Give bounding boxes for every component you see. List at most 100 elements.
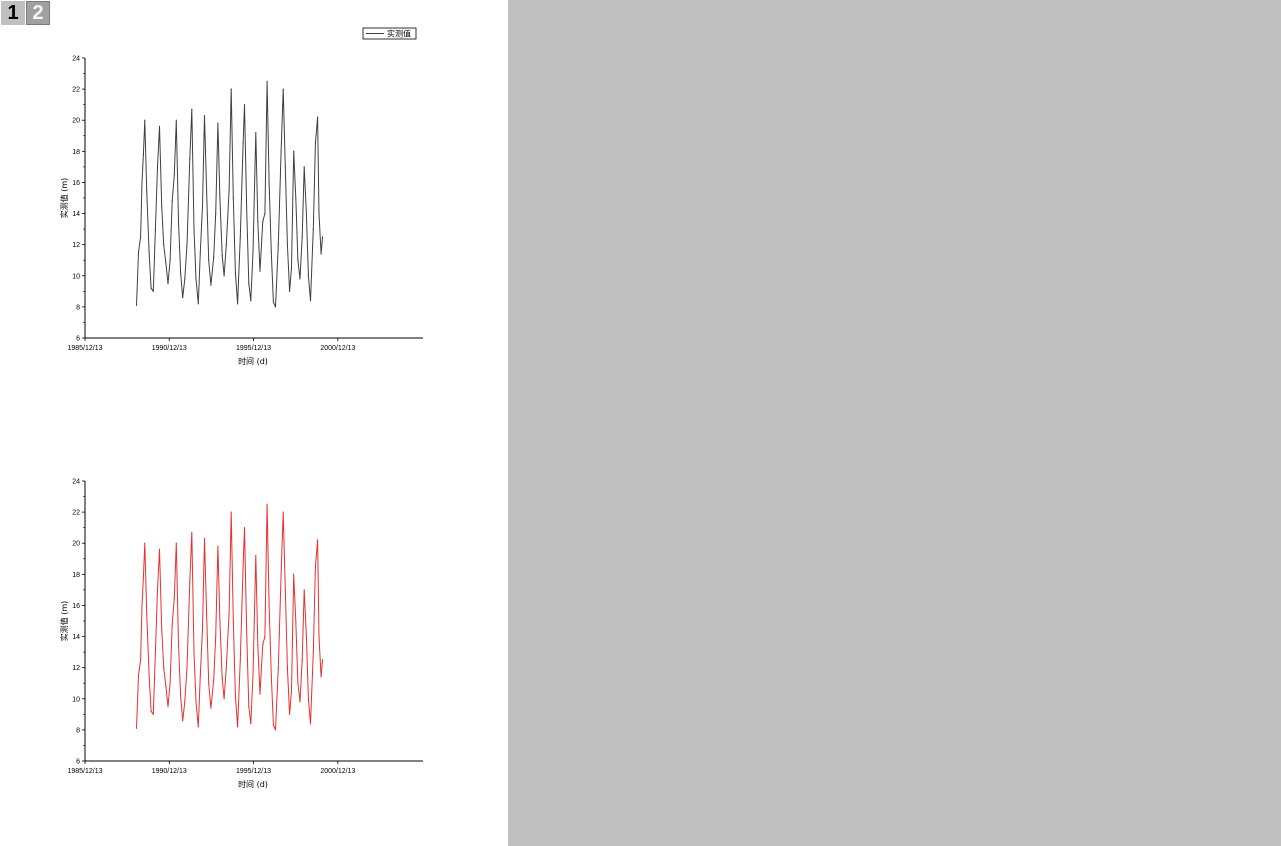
data-point — [213, 679, 215, 681]
data-point — [305, 636, 307, 638]
data-point — [150, 287, 152, 289]
data-point — [135, 304, 138, 306]
data-point — [208, 682, 210, 684]
data-point — [189, 581, 191, 583]
series-line — [136, 503, 323, 731]
data-point — [286, 244, 288, 246]
data-point — [171, 200, 173, 202]
data-point — [232, 620, 234, 622]
data-point — [309, 723, 312, 725]
data-point — [154, 228, 156, 230]
data-point — [182, 297, 184, 299]
y-tick-label: 10 — [72, 273, 80, 280]
data-point — [173, 174, 175, 176]
data-point — [189, 158, 191, 160]
data-point — [259, 270, 261, 272]
data-point — [301, 236, 303, 238]
data-point — [177, 643, 180, 645]
data-point — [318, 636, 320, 638]
data-point — [242, 566, 244, 568]
data-point — [293, 573, 295, 575]
data-point — [186, 244, 188, 246]
data-point — [232, 197, 234, 199]
x-tick-label: 1995/12/13 — [236, 345, 271, 352]
data-point — [169, 259, 171, 261]
data-point — [317, 116, 319, 118]
data-point — [197, 303, 199, 305]
data-point — [299, 701, 301, 703]
data-point — [280, 573, 282, 575]
data-point — [215, 213, 217, 215]
data-point — [146, 612, 148, 614]
data-point — [277, 244, 279, 246]
y-tick-label: 20 — [72, 118, 80, 125]
data-point — [312, 228, 314, 230]
data-point — [165, 685, 167, 687]
data-point — [270, 251, 272, 253]
data-point — [169, 682, 171, 684]
data-point — [191, 531, 193, 533]
data-point — [239, 236, 241, 238]
data-point — [144, 119, 146, 121]
data-point — [307, 698, 309, 700]
data-point — [195, 701, 197, 703]
y-tick-label: 24 — [72, 56, 80, 63]
data-point — [303, 589, 305, 591]
data-point — [248, 706, 250, 708]
data-point — [148, 674, 150, 676]
y-tick-label: 14 — [72, 211, 80, 218]
chart-top: 6 8 10 12 14 16 18 20 22 24 1985/12/13 1990/12/13 19… — [59, 27, 423, 366]
data-point — [266, 503, 268, 505]
data-point — [203, 115, 206, 117]
data-point — [135, 727, 138, 729]
data-point — [318, 213, 320, 215]
data-point — [177, 220, 180, 222]
data-point — [282, 88, 284, 90]
page-tab-2[interactable]: 2 — [26, 1, 50, 25]
y-axis-title: 实测值 (m) — [59, 601, 69, 642]
y-tick-label: 16 — [72, 603, 80, 610]
data-point — [234, 695, 236, 697]
data-point — [163, 667, 165, 669]
data-point — [137, 674, 140, 676]
data-point — [264, 636, 266, 638]
data-point — [140, 236, 142, 238]
data-point — [246, 205, 248, 207]
data-point — [144, 542, 146, 544]
data-point — [259, 693, 261, 695]
data-point — [286, 667, 288, 669]
y-tick-label: 8 — [76, 727, 80, 734]
data-point — [199, 251, 201, 253]
data-point — [239, 659, 241, 661]
x-tick-label: 1990/12/13 — [152, 345, 187, 352]
x-tick-label: 1985/12/13 — [67, 768, 102, 775]
chart-bottom: 6 8 10 12 14 16 18 20 22 24 1985/12/13 1990/12/13 19… — [59, 479, 423, 789]
y-tick-label: 22 — [72, 510, 80, 517]
data-point — [180, 272, 182, 274]
data-point — [210, 284, 212, 286]
page-tab-1[interactable]: 1 — [1, 1, 25, 25]
data-point — [255, 555, 257, 557]
data-point — [234, 272, 236, 274]
data-point — [272, 301, 274, 303]
data-point — [156, 166, 159, 168]
data-point — [321, 236, 324, 238]
data-point — [289, 290, 291, 292]
data-point — [163, 244, 165, 246]
data-point — [309, 300, 312, 302]
data-point — [255, 132, 257, 134]
data-point — [297, 259, 299, 261]
data-point — [215, 636, 217, 638]
data-point — [237, 303, 239, 305]
data-point — [152, 290, 154, 292]
data-point — [243, 104, 246, 106]
data-point — [228, 189, 230, 191]
data-point — [191, 108, 193, 110]
data-point — [266, 80, 268, 82]
data-point — [225, 667, 227, 669]
legend-label: 实测值 — [387, 28, 411, 38]
data-point — [193, 228, 195, 230]
data-point — [171, 623, 173, 625]
data-point — [158, 125, 161, 127]
data-point — [320, 676, 322, 678]
